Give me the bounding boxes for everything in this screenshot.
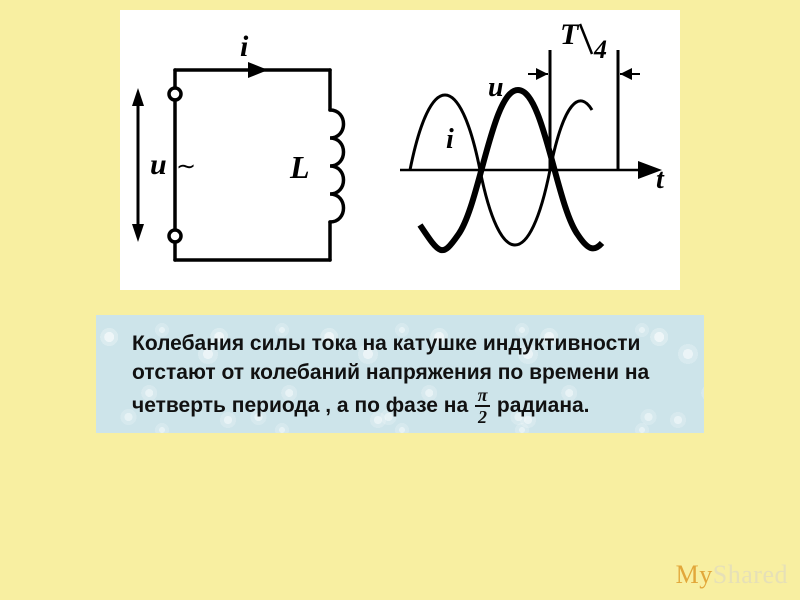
page-root: i u	[0, 0, 800, 600]
circuit-label-i: i	[240, 30, 249, 63]
physics-diagram: i u	[120, 10, 680, 290]
graph-label-i: i	[446, 124, 454, 155]
frac-den: 2	[475, 407, 491, 426]
diagram-svg: i u	[120, 10, 680, 290]
label-T-over-4: T 4	[560, 18, 607, 64]
circuit-tilde: ∼	[176, 153, 196, 180]
circuit-label-u: u	[150, 148, 167, 181]
caption-fraction: π 2	[475, 386, 491, 426]
watermark: MyShared	[676, 560, 788, 590]
svg-text:T: T	[560, 18, 580, 51]
circuit-diagram: i u	[132, 30, 344, 260]
circuit-label-L: L	[289, 149, 310, 185]
caption-tail: радиана.	[497, 394, 590, 417]
waveform-graph: t u i T 4	[400, 18, 665, 250]
caption-box: Колебания силы тока на катушке индуктивн…	[96, 315, 704, 433]
svg-text:4: 4	[593, 35, 607, 64]
axis-label-t: t	[656, 164, 665, 195]
watermark-part2: Shared	[713, 560, 788, 589]
graph-label-u: u	[488, 72, 504, 103]
frac-num: π	[475, 386, 491, 407]
watermark-part1: My	[676, 560, 713, 589]
